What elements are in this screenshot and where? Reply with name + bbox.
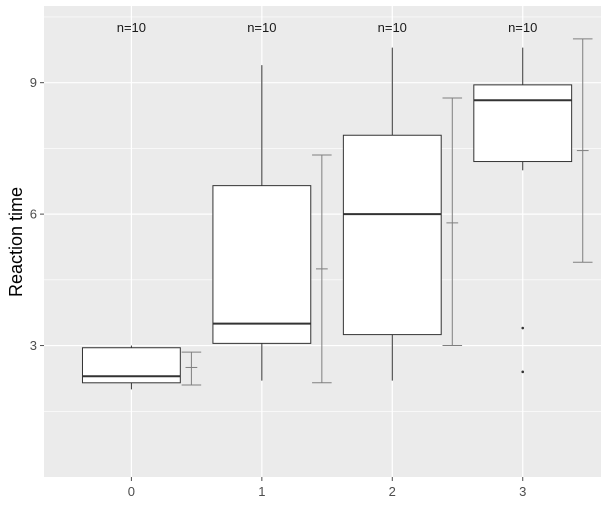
plot-panel (44, 6, 601, 477)
y-tick-label: 6 (30, 207, 37, 222)
outlier-point (521, 370, 525, 374)
box-group-1 (212, 65, 312, 381)
y-tick-label: 3 (30, 338, 37, 353)
box-group-2 (342, 47, 442, 381)
y-axis-title: Reaction time (6, 187, 26, 297)
count-label: n=10 (117, 20, 146, 35)
mean-sd-bar-0 (181, 351, 202, 386)
y-tick-label: 9 (30, 75, 37, 90)
mean-sd-bar-3 (572, 38, 593, 263)
outlier-point (521, 326, 525, 330)
box (473, 84, 573, 163)
count-label: n=10 (247, 20, 276, 35)
count-label: n=10 (378, 20, 407, 35)
box (212, 185, 312, 344)
panel-background (44, 6, 601, 477)
count-label: n=10 (508, 20, 537, 35)
box-group-3 (473, 47, 573, 374)
x-tick-label: 2 (389, 484, 396, 499)
x-tick-label: 0 (128, 484, 135, 499)
axes: 3 6 9 0 1 2 3 (30, 75, 527, 499)
box-group-0 (81, 345, 181, 390)
mean-sd-bar-2 (442, 97, 463, 347)
mean-sd-bar-1 (312, 154, 332, 384)
box (342, 134, 442, 336)
box-marks: n=10 n=10 n=10 n=10 (81, 20, 593, 390)
box (81, 347, 181, 384)
x-tick-label: 3 (519, 484, 526, 499)
x-tick-label: 1 (258, 484, 265, 499)
